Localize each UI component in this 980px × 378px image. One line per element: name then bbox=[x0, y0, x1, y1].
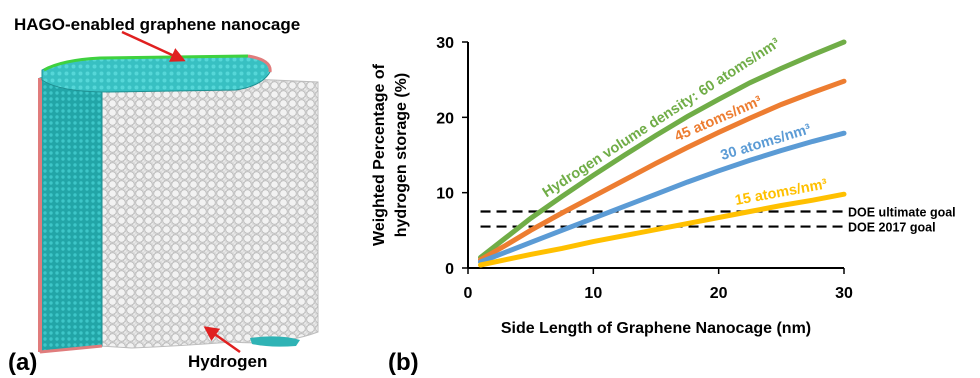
graphene-bottom-fragment bbox=[250, 336, 300, 347]
hydrogen-block bbox=[99, 71, 319, 349]
x-tick-label: 30 bbox=[835, 285, 853, 302]
series-line bbox=[478, 191, 847, 268]
y-tick-label: 30 bbox=[436, 35, 454, 52]
nanocage-arrow bbox=[121, 30, 186, 62]
panel-a-label: (a) bbox=[8, 349, 37, 376]
panel-b-chart: (b) 0 10 20 30 0 10 20 30 DOE ultimate goalDOE… bbox=[371, 35, 956, 376]
hydrogen-arrow bbox=[203, 326, 241, 354]
series-line bbox=[478, 78, 847, 263]
y-tick-label: 0 bbox=[445, 261, 454, 278]
x-tick-label: 20 bbox=[710, 285, 728, 302]
graphene-top-green-edge bbox=[43, 54, 249, 72]
nanocage-annotation: HAGO-enabled graphene nanocage bbox=[14, 15, 300, 34]
y-tick-label: 20 bbox=[436, 110, 454, 127]
x-tick-label: 10 bbox=[584, 285, 602, 302]
y-axis-label-line2: hydrogen storage (%) bbox=[393, 73, 410, 237]
graphene-left-wall bbox=[39, 69, 103, 353]
series-line bbox=[478, 39, 847, 260]
series-line bbox=[478, 130, 847, 265]
panel-b-label: (b) bbox=[388, 349, 419, 376]
panel-a-illustration: HAGO-enabled graphene nanocage Hydrogen … bbox=[8, 15, 319, 376]
doe-goal-label: DOE 2017 goal bbox=[848, 221, 936, 235]
y-axis-label-line1: Weighted Percentage of bbox=[371, 63, 388, 246]
doe-goal-label: DOE ultimate goal bbox=[848, 206, 956, 220]
x-tick-label: 0 bbox=[464, 285, 473, 302]
hydrogen-annotation: Hydrogen bbox=[188, 352, 267, 371]
graphene-left-edge-bottom bbox=[39, 344, 103, 354]
x-axis-label: Side Length of Graphene Nanocage (nm) bbox=[501, 320, 811, 337]
graphene-top-pink-edge bbox=[247, 54, 272, 73]
y-tick-label: 10 bbox=[436, 186, 454, 203]
